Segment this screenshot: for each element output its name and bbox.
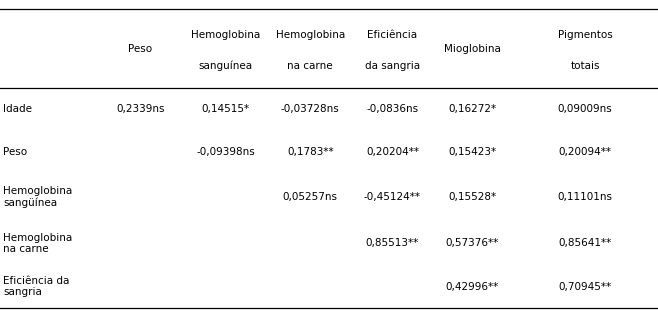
Text: 0,15528*: 0,15528* [448,192,497,202]
Text: Peso: Peso [128,44,152,54]
Text: 0,1783**: 0,1783** [287,147,334,156]
Text: Mioglobina: Mioglobina [444,44,501,54]
Text: 0,11101ns: 0,11101ns [557,192,613,202]
Text: -0,09398ns: -0,09398ns [196,147,255,156]
Text: Hemoglobina: Hemoglobina [191,30,261,40]
Text: Pigmentos: Pigmentos [557,30,613,40]
Text: sanguínea: sanguínea [199,61,253,71]
Text: Eficiência da
sangria: Eficiência da sangria [3,276,70,297]
Text: 0,85641**: 0,85641** [559,238,611,248]
Text: 0,57376**: 0,57376** [446,238,499,248]
Text: Hemoglobina
sangüínea: Hemoglobina sangüínea [3,186,72,208]
Text: da sangria: da sangria [365,61,420,71]
Text: 0,20094**: 0,20094** [559,147,611,156]
Text: 0,85513**: 0,85513** [366,238,419,248]
Text: Hemoglobina
na carne: Hemoglobina na carne [3,233,72,254]
Text: 0,09009ns: 0,09009ns [557,104,613,114]
Text: 0,14515*: 0,14515* [201,104,250,114]
Text: 0,15423*: 0,15423* [448,147,497,156]
Text: 0,20204**: 0,20204** [366,147,419,156]
Text: Idade: Idade [3,104,32,114]
Text: 0,16272*: 0,16272* [448,104,497,114]
Text: 0,05257ns: 0,05257ns [283,192,338,202]
Text: Hemoglobina: Hemoglobina [276,30,345,40]
Text: -0,03728ns: -0,03728ns [281,104,340,114]
Text: -0,45124**: -0,45124** [364,192,421,202]
Text: totais: totais [570,61,599,71]
Text: 0,2339ns: 0,2339ns [116,104,164,114]
Text: 0,42996**: 0,42996** [446,282,499,291]
Text: Peso: Peso [3,147,28,156]
Text: Eficiência: Eficiência [367,30,418,40]
Text: na carne: na carne [288,61,333,71]
Text: -0,0836ns: -0,0836ns [367,104,418,114]
Text: 0,70945**: 0,70945** [559,282,611,291]
